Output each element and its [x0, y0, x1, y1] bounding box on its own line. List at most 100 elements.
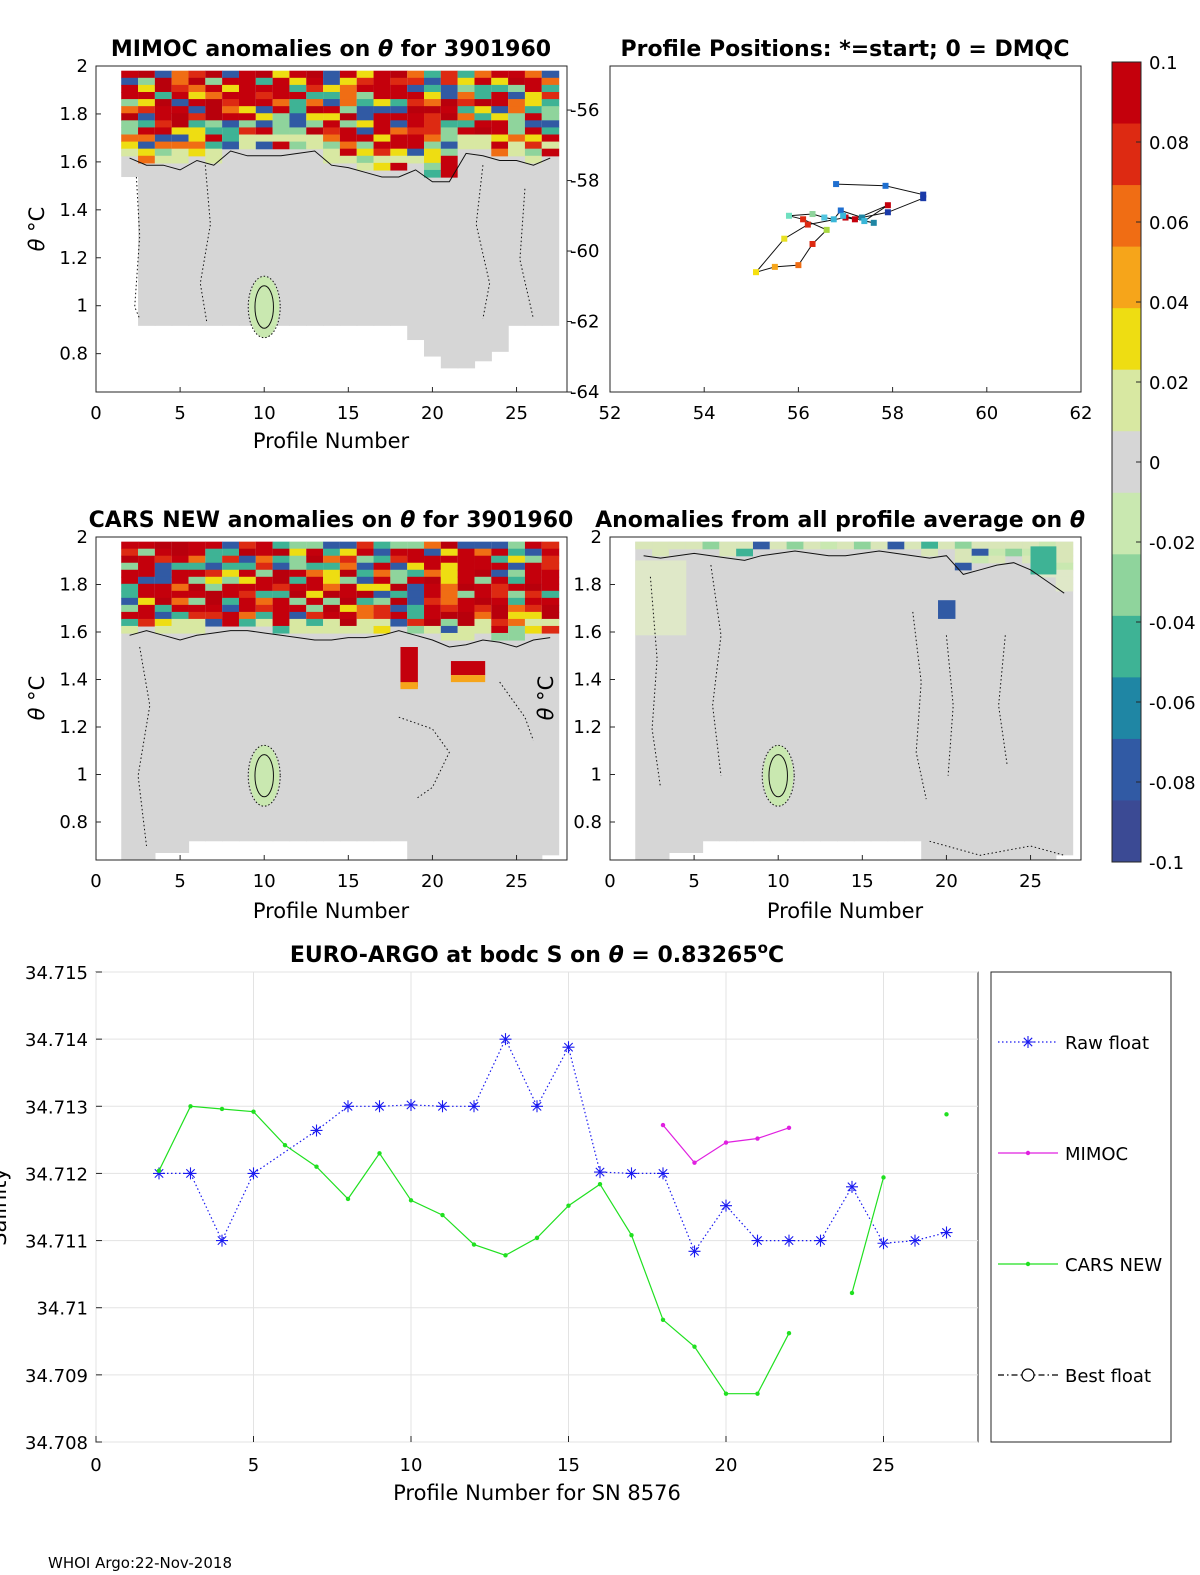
field-cell — [205, 106, 223, 114]
profile-position-marker — [800, 216, 807, 223]
field-cell — [508, 569, 526, 578]
field-cell — [373, 134, 391, 143]
field-cell — [440, 169, 459, 178]
field-cell — [306, 611, 324, 620]
field-cell — [138, 576, 156, 585]
field-cell — [205, 155, 223, 164]
legend-item: Best float — [998, 1366, 1151, 1387]
cars-axes-box — [95, 536, 568, 861]
field-cell — [323, 618, 341, 627]
raw-float-point — [783, 1234, 795, 1247]
field-cell — [457, 91, 476, 100]
field-cell — [719, 541, 737, 550]
salinity-chart-title: EURO-ARGO at bodc S on θ = 0.83265oC — [290, 939, 784, 968]
field-cell — [407, 597, 425, 606]
raw-float-point — [751, 1234, 764, 1247]
field-cell — [171, 618, 190, 627]
field-cell — [188, 127, 206, 136]
field-contour — [912, 611, 927, 800]
field-cell — [457, 597, 476, 606]
field-cell — [508, 106, 526, 114]
field-cell — [541, 562, 560, 571]
field-cell — [457, 555, 476, 564]
field-cell — [154, 548, 173, 557]
field-cell — [154, 555, 173, 564]
profile-position-marker — [795, 262, 802, 269]
field-cell — [390, 70, 408, 79]
field-cell — [289, 541, 307, 550]
field-cell — [188, 583, 206, 592]
field-cell — [1055, 548, 1074, 557]
field-cell — [407, 113, 425, 121]
average-xtick-label: 5 — [688, 871, 699, 892]
field-cell — [390, 77, 408, 86]
field-cell — [272, 127, 291, 136]
field-cell — [424, 611, 442, 620]
field-cell — [306, 597, 324, 606]
field-cell — [171, 576, 190, 585]
field-cell — [121, 597, 139, 606]
field-cell — [491, 590, 509, 599]
average-xtick-label: 20 — [935, 871, 958, 892]
field-cell — [474, 113, 492, 121]
profile-position-marker — [821, 214, 828, 221]
field-cell — [524, 590, 543, 599]
field-cell — [306, 70, 324, 79]
field-cell — [154, 597, 173, 606]
field-cell — [474, 99, 492, 107]
field-cell — [853, 541, 872, 550]
field-column — [1022, 541, 1040, 860]
profile-position-marker — [833, 181, 840, 188]
field-cell — [289, 70, 307, 79]
field-cell — [457, 562, 476, 571]
field-cell — [474, 618, 492, 627]
field-cell — [356, 541, 375, 550]
field-cell — [457, 70, 476, 79]
field-cell — [373, 618, 391, 627]
mimoc-xlabel: Profile Number — [253, 429, 410, 453]
positions-xtick-label: 62 — [1070, 403, 1093, 424]
positions-ytick-label: -58 — [570, 171, 599, 192]
cars-ytick-label: 1 — [77, 765, 88, 786]
field-cell — [323, 541, 341, 550]
panel-mimoc-title: MIMOC anomalies on θ for 3901960 — [111, 37, 551, 62]
legend-box — [990, 971, 1172, 1443]
field-cell — [541, 106, 560, 114]
field-cell — [289, 106, 307, 114]
positions-xtick-label: 54 — [693, 403, 716, 424]
field-cell — [407, 70, 425, 79]
raw-float-point — [877, 1237, 890, 1250]
field-cell — [424, 169, 442, 178]
field-cell — [356, 134, 375, 143]
field-cell — [407, 141, 425, 150]
field-cell — [508, 541, 526, 550]
colorbar-band — [1112, 308, 1141, 371]
field-cell — [524, 576, 543, 585]
field-cell — [457, 583, 476, 592]
field-cell — [474, 562, 492, 571]
mimoc-xtick-label: 25 — [505, 403, 528, 424]
field-cell — [457, 541, 476, 550]
field-cell — [424, 583, 442, 592]
field-cell — [339, 91, 358, 100]
field-cell — [138, 134, 156, 143]
field-cell — [373, 84, 391, 93]
field-cell — [222, 618, 240, 627]
field-cell — [390, 141, 408, 150]
field-cell — [272, 590, 291, 599]
field-cell — [508, 99, 526, 107]
field-cell — [289, 555, 307, 564]
field-cell — [121, 148, 139, 157]
field-cell — [356, 141, 375, 150]
field-cell — [255, 583, 274, 592]
raw-float-point — [436, 1100, 449, 1113]
field-contour — [710, 565, 722, 776]
field-cell — [508, 555, 526, 564]
field-cell — [188, 120, 206, 129]
positions-xtick-label: 56 — [787, 403, 810, 424]
field-cell — [121, 127, 139, 136]
field-cell — [339, 155, 358, 164]
field-cell — [541, 597, 560, 606]
field-cell — [524, 597, 543, 606]
field-cell — [339, 70, 358, 79]
